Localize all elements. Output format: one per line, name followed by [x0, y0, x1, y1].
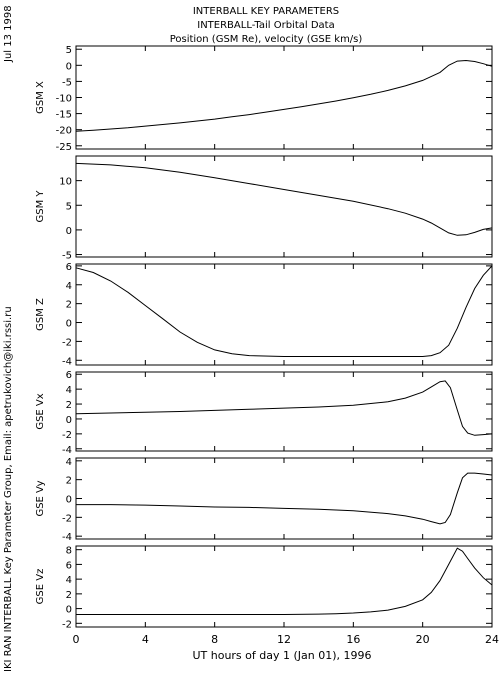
y-tick-label: -20: [56, 126, 72, 137]
y-tick-label: 10: [59, 177, 72, 188]
panel-frame: [75, 263, 493, 366]
panel-gse-vz: 8 6 4 2 0 -2 GSE Vz: [35, 545, 493, 630]
y-tick-label: -25: [56, 142, 72, 153]
figure-title-line-3: Position (GSM Re), velocity (GSE km/s): [170, 34, 363, 45]
panel-gse-vy: 4 2 0 -2 -4 GSE Vy: [35, 457, 493, 543]
y-axis-label: GSM Y: [35, 190, 46, 223]
y-tick-label: 4: [66, 385, 72, 396]
y-axis-label: GSE Vx: [35, 393, 46, 429]
y-tick-label: 6: [66, 560, 72, 571]
y-tick-label: -2: [62, 513, 72, 524]
panel-frame: [75, 457, 493, 540]
panel-gse-vx: 6 4 2 0 -2 -4 GSE Vx: [35, 370, 493, 456]
series-line-gsm-z: [75, 265, 493, 357]
panel-frame: [75, 155, 493, 258]
y-tick-label: 0: [66, 61, 72, 72]
panel-frame: [75, 371, 493, 452]
x-axis: 0 4 8 12 16 20 24: [73, 633, 500, 646]
panel-frame: [75, 45, 493, 150]
y-tick-label: 0: [66, 495, 72, 506]
y-axis-label: GSM X: [35, 81, 46, 114]
y-tick-label: -2: [62, 337, 72, 348]
panel-gsm-z: 6 4 2 0 -2 -4 GSM Z: [35, 262, 493, 367]
x-tick-label: 0: [73, 633, 80, 646]
y-tick-label: 4: [66, 575, 72, 586]
y-tick-label: 5: [66, 45, 72, 56]
y-tick-label: -2: [62, 619, 72, 630]
y-tick-label: 0: [66, 605, 72, 616]
series-line-gse-vz: [76, 547, 493, 615]
series-line-gse-vx: [75, 380, 493, 436]
x-tick-label: 16: [346, 633, 360, 646]
y-tick-label: -5: [62, 77, 72, 88]
y-tick-label: 4: [66, 281, 72, 292]
y-tick-label: 8: [66, 546, 72, 557]
y-tick-label: 2: [66, 590, 72, 601]
y-tick-label: -15: [56, 110, 72, 121]
side-credit: IKI RAN INTERBALL Key Parameter Group, E…: [3, 306, 14, 672]
series-line-gsm-x: [75, 59, 493, 132]
y-tick-label: 0: [66, 319, 72, 330]
y-tick-label: -4: [62, 356, 72, 367]
panel-gsm-y: 10 5 0 -5 GSM Y: [35, 155, 493, 262]
y-tick-label: -10: [56, 94, 72, 105]
y-tick-label: 6: [66, 262, 72, 273]
y-tick-label: -2: [62, 430, 72, 441]
y-axis-label: GSM Z: [35, 298, 46, 331]
series-line-gse-vy: [76, 472, 493, 525]
x-tick-label: 4: [142, 633, 149, 646]
x-tick-label: 12: [277, 633, 291, 646]
panel-gsm-x: 5 0 -5 -10 -15 -20 -25 GSM X: [35, 45, 493, 153]
y-tick-label: -5: [62, 251, 72, 262]
y-axis-label: GSE Vy: [35, 480, 46, 516]
y-tick-label: -4: [62, 445, 72, 456]
y-tick-label: 2: [66, 300, 72, 311]
y-tick-label: 0: [66, 415, 72, 426]
y-tick-label: 2: [66, 400, 72, 411]
y-tick-label: 4: [66, 457, 72, 468]
x-tick-label: 8: [211, 633, 218, 646]
y-tick-label: 6: [66, 370, 72, 381]
series-line-gsm-y: [75, 162, 493, 236]
y-tick-label: 5: [66, 201, 72, 212]
y-tick-label: -4: [62, 532, 72, 543]
y-tick-label: 0: [66, 226, 72, 237]
figure-title-line-1: INTERBALL KEY PARAMETERS: [193, 6, 339, 17]
x-tick-label: 20: [416, 633, 430, 646]
x-axis-label: UT hours of day 1 (Jan 01), 1996: [192, 649, 371, 662]
y-axis-label: GSE Vz: [35, 569, 46, 605]
y-tick-label: 2: [66, 476, 72, 487]
figure-title-line-2: INTERBALL-Tail Orbital Data: [197, 20, 334, 31]
date-label: Jul 13 1998: [3, 5, 14, 63]
x-tick-label: 24: [485, 633, 499, 646]
